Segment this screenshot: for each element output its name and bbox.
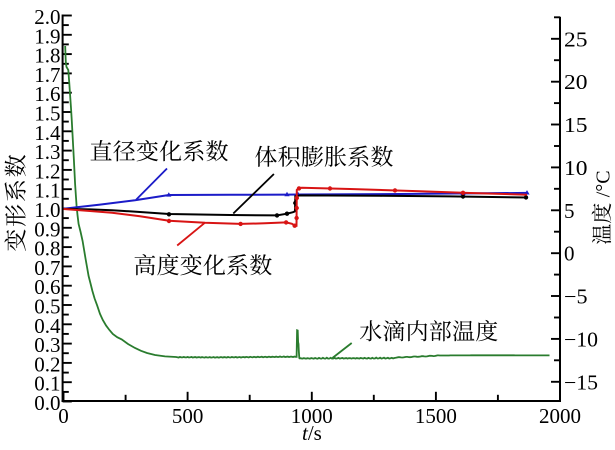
- svg-text:0.3: 0.3: [34, 333, 60, 357]
- svg-text:0.6: 0.6: [34, 275, 60, 299]
- svg-text:1.3: 1.3: [34, 140, 60, 164]
- svg-text:2.0: 2.0: [34, 5, 60, 29]
- svg-text:1.4: 1.4: [34, 121, 61, 145]
- svg-text:0.4: 0.4: [34, 314, 61, 338]
- svg-text:−10: −10: [564, 327, 598, 351]
- svg-text:1.1: 1.1: [34, 179, 60, 203]
- svg-text:1500: 1500: [415, 404, 457, 428]
- svg-text:0.5: 0.5: [34, 295, 60, 319]
- svg-text:20: 20: [564, 70, 588, 94]
- svg-text:1.0: 1.0: [34, 198, 60, 222]
- svg-text:1.7: 1.7: [34, 63, 60, 87]
- svg-text:1.8: 1.8: [34, 44, 60, 68]
- svg-text:−5: −5: [564, 285, 588, 309]
- svg-text:5: 5: [564, 199, 575, 223]
- svg-text:0.2: 0.2: [34, 352, 60, 376]
- svg-text:1.6: 1.6: [34, 82, 60, 106]
- svg-text:t/s: t/s: [302, 421, 322, 445]
- svg-text:15: 15: [564, 113, 588, 137]
- svg-text:1.9: 1.9: [34, 24, 60, 48]
- svg-text:25: 25: [564, 27, 588, 51]
- svg-text:0.0: 0.0: [34, 391, 60, 415]
- svg-text:−15: −15: [564, 370, 598, 394]
- svg-text:500: 500: [172, 404, 204, 428]
- svg-text:0.8: 0.8: [34, 237, 60, 261]
- svg-text:0: 0: [58, 404, 69, 428]
- svg-text:1.5: 1.5: [34, 102, 60, 126]
- svg-text:/°C: /°C: [593, 170, 615, 197]
- svg-text:0.9: 0.9: [34, 217, 60, 241]
- svg-text:0.1: 0.1: [34, 372, 60, 396]
- svg-text:0: 0: [564, 242, 575, 266]
- svg-text:2000: 2000: [539, 404, 581, 428]
- svg-text:0.7: 0.7: [34, 256, 60, 280]
- svg-text:10: 10: [564, 156, 588, 180]
- svg-text:1000: 1000: [291, 404, 333, 428]
- svg-text:1.2: 1.2: [34, 159, 60, 183]
